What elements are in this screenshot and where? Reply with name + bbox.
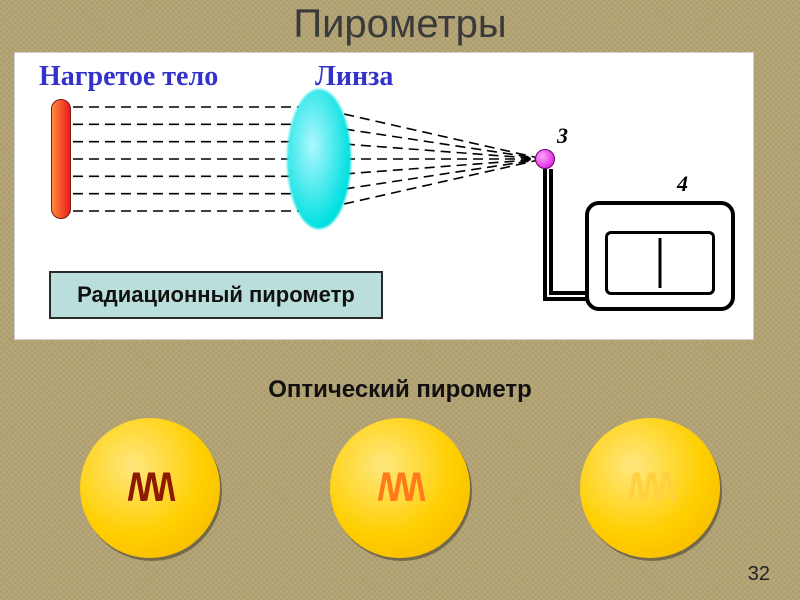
filament-glyph: /\/\/\ [377,467,422,510]
filament-glyph: /\/\/\ [127,467,172,510]
label-lens: Линза [315,61,393,93]
meter-device-icon [585,201,735,311]
lens-icon [287,89,351,229]
radiation-pyrometer-caption: Радиационный пирометр [49,271,383,319]
callout-3: 3 [557,123,568,149]
callout-4: 4 [677,171,688,197]
page-number: 32 [748,563,770,586]
optical-pyrometer-caption: Оптический пирометр [0,376,800,404]
filament-circle-1: /\/\/\ [80,418,220,558]
meter-scale-icon [605,231,715,295]
optical-filament-circles: /\/\/\ /\/\/\ /\/\/\ [80,418,720,558]
filament-glyph: /\/\/\ [627,467,672,510]
page-title: Пирометры [0,2,800,47]
radiation-pyrometer-diagram: Нагретое тело Линза 3 4 Радиационный пир… [14,52,754,340]
sensor-icon [535,149,555,169]
filament-circle-2: /\/\/\ [330,418,470,558]
hot-body-icon [51,99,71,219]
label-hot-body: Нагретое тело [39,61,218,93]
filament-circle-3: /\/\/\ [580,418,720,558]
radiation-caption-text: Радиационный пирометр [77,282,355,308]
